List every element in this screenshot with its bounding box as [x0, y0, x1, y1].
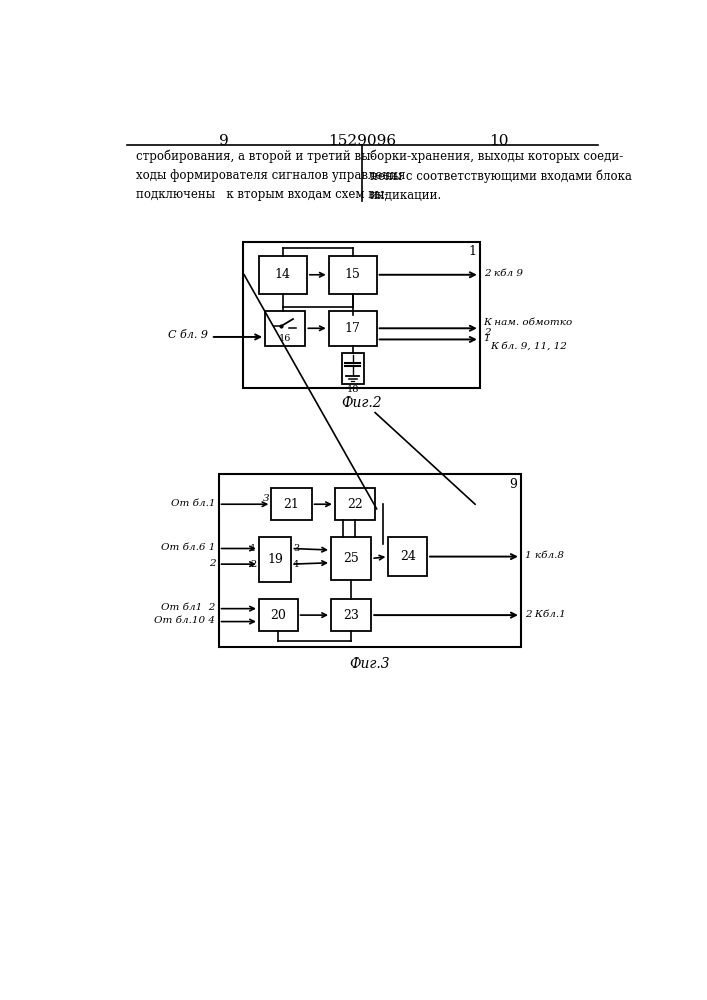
Text: К нам. обмотко: К нам. обмотко	[484, 318, 573, 327]
Text: От бл.1: От бл.1	[171, 499, 216, 508]
Bar	[243, 242, 480, 388]
Bar	[265, 311, 305, 346]
Text: 15: 15	[345, 268, 361, 281]
Text: 1529096: 1529096	[328, 134, 396, 148]
Text: С бл. 9: С бл. 9	[168, 330, 209, 340]
Text: 2: 2	[209, 559, 216, 568]
Text: стробирования, а второй и третий вы-
ходы формирователя сигналов управления
подк: стробирования, а второй и третий вы- ход…	[136, 149, 406, 201]
Text: 3: 3	[263, 494, 270, 503]
Bar	[271, 488, 312, 520]
Text: 2: 2	[484, 328, 490, 337]
Text: 3: 3	[293, 544, 299, 553]
Bar	[341, 353, 363, 384]
Text: Фиг.2: Фиг.2	[341, 396, 382, 410]
Text: 18: 18	[346, 385, 359, 394]
Text: 2 кбл 9: 2 кбл 9	[484, 269, 522, 278]
Bar	[329, 256, 377, 294]
Text: 24: 24	[399, 550, 416, 563]
Text: От бл.6 1: От бл.6 1	[161, 543, 216, 552]
Text: 16: 16	[279, 334, 291, 343]
Text: 1: 1	[469, 245, 477, 258]
Text: 14: 14	[275, 268, 291, 281]
Text: 19: 19	[267, 553, 283, 566]
Text: 25: 25	[343, 552, 359, 565]
Bar	[329, 311, 377, 346]
Bar	[259, 256, 307, 294]
Text: 20: 20	[270, 609, 286, 622]
Bar	[259, 537, 291, 582]
Text: 1 кбл.8: 1 кбл.8	[525, 551, 563, 560]
Text: От бл1  2: От бл1 2	[161, 603, 216, 612]
Text: От бл.10 4: От бл.10 4	[154, 616, 216, 625]
Text: 21: 21	[284, 498, 299, 511]
Text: Фиг.3: Фиг.3	[349, 657, 390, 671]
Text: 17: 17	[345, 322, 361, 335]
Text: 23: 23	[343, 609, 359, 622]
Text: К бл. 9, 11, 12: К бл. 9, 11, 12	[491, 342, 568, 351]
Text: 9: 9	[509, 478, 517, 491]
Text: 9: 9	[219, 134, 229, 148]
Bar	[259, 599, 298, 631]
Text: 1: 1	[484, 334, 490, 343]
Text: 1: 1	[250, 544, 257, 553]
Text: 2: 2	[250, 560, 257, 569]
Text: 10: 10	[489, 134, 509, 148]
Bar	[218, 474, 521, 647]
Bar	[335, 488, 375, 520]
Bar	[331, 537, 371, 580]
Bar	[388, 537, 427, 576]
Text: борки-хранения, выходы которых соеди-
нены с соответствующими входами блока
инди: борки-хранения, выходы которых соеди- не…	[370, 149, 631, 202]
Text: 4: 4	[293, 560, 299, 569]
Text: 22: 22	[347, 498, 363, 511]
Text: 2 Кбл.1: 2 Кбл.1	[525, 610, 566, 619]
Bar	[331, 599, 371, 631]
